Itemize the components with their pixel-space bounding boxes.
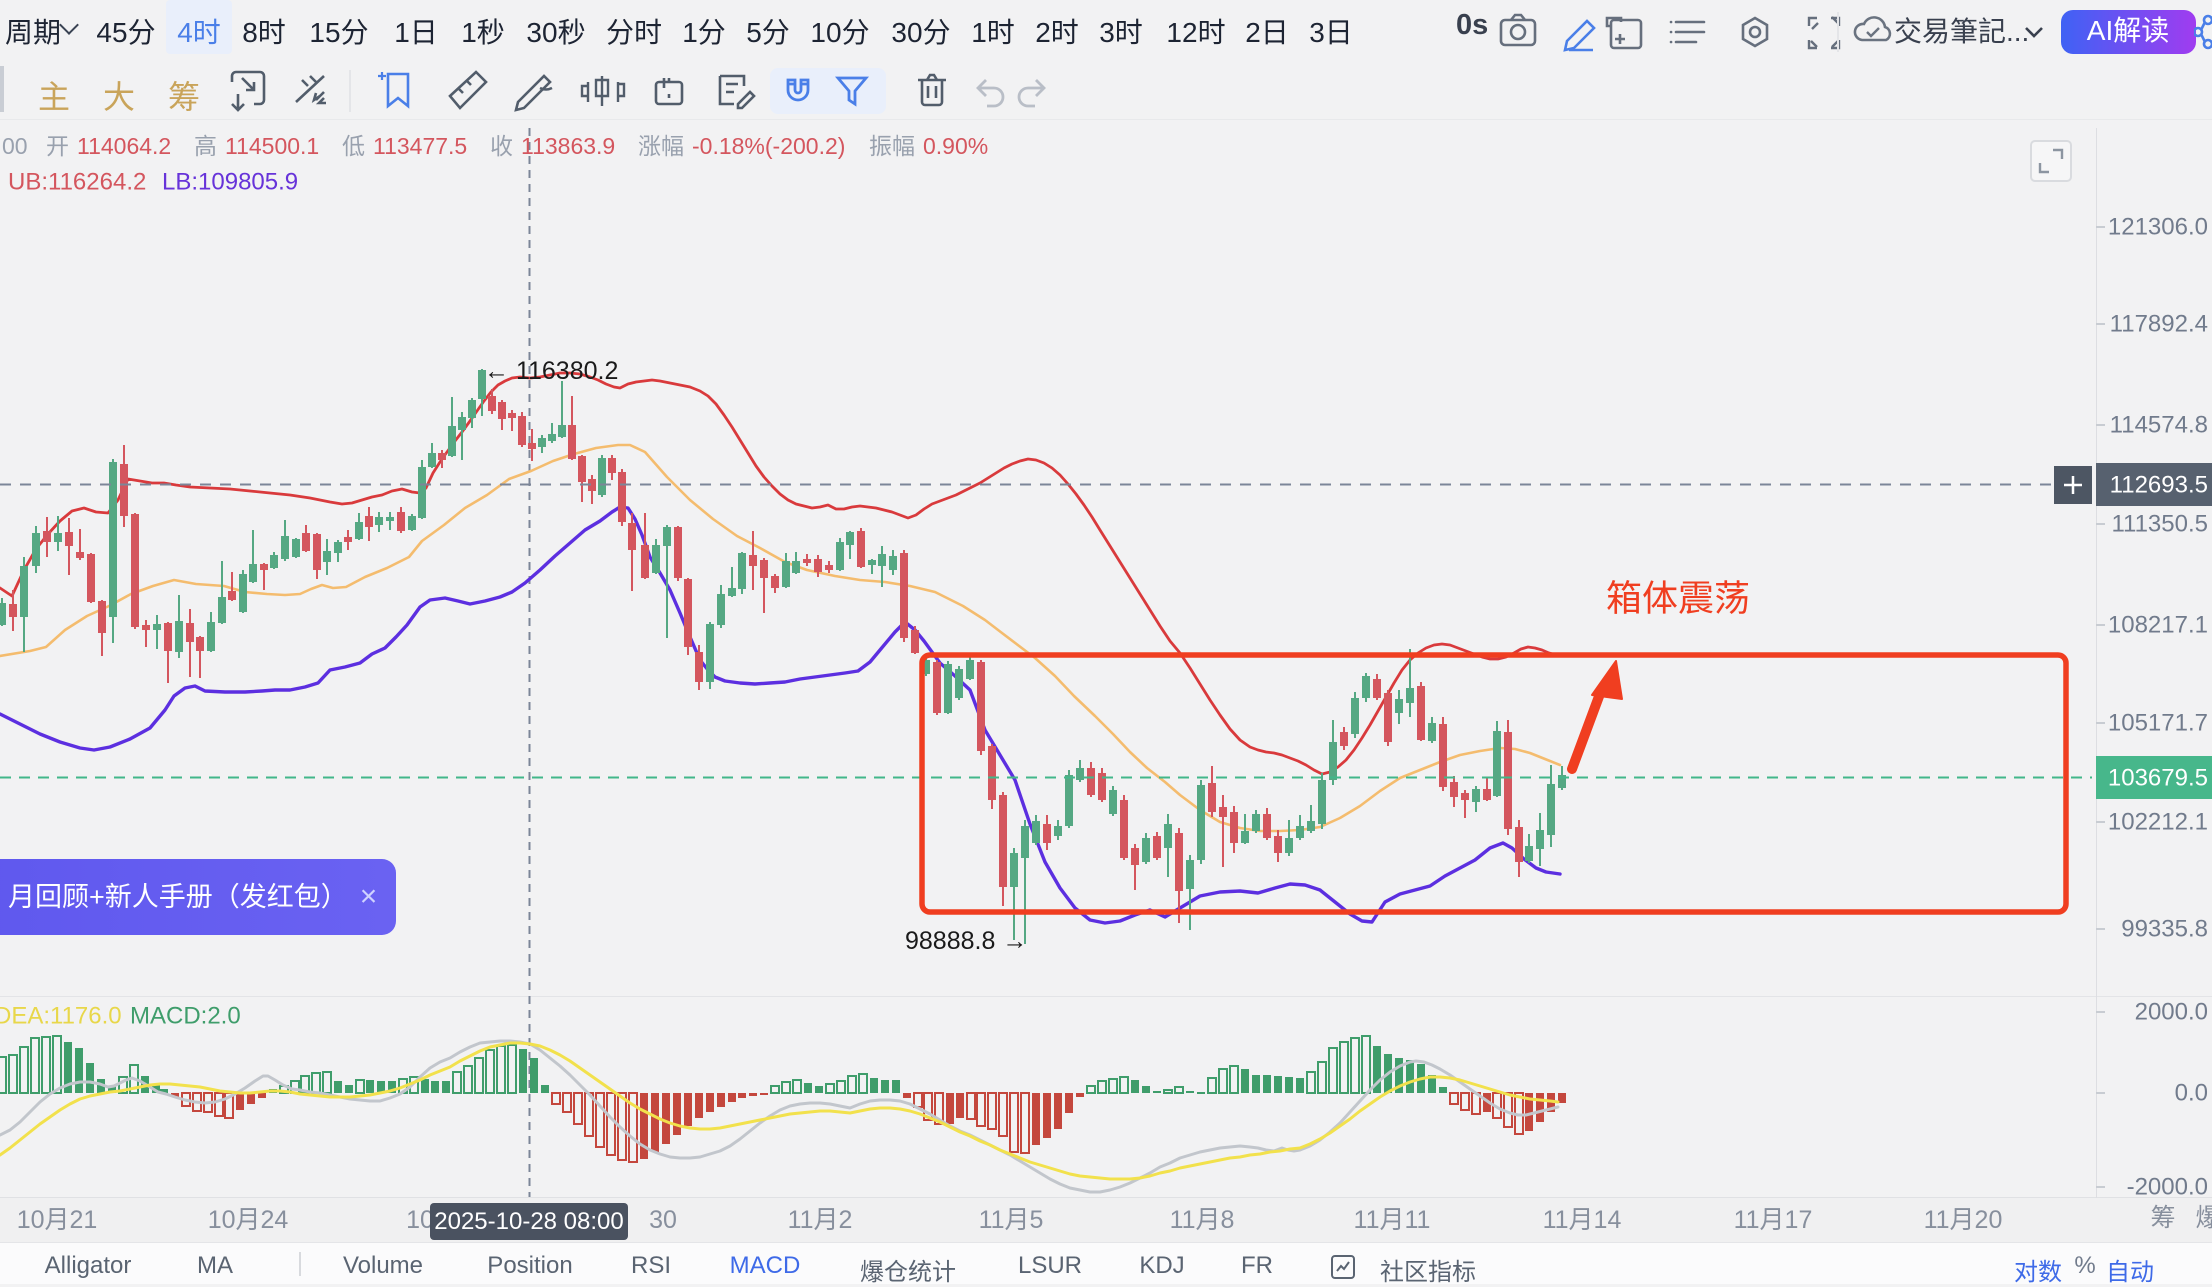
svg-text:117892.4: 117892.4: [2110, 311, 2208, 338]
svg-text:低: 低: [342, 133, 365, 159]
svg-text:112693.5: 112693.5: [2110, 472, 2208, 499]
svg-text:-0.18%(-200.2): -0.18%(-200.2): [692, 133, 845, 159]
svg-text:10: 10: [406, 1206, 434, 1234]
svg-text:11月8: 11月8: [1170, 1206, 1235, 1234]
svg-text:114064.2: 114064.2: [77, 133, 171, 159]
svg-text:11月14: 11月14: [1543, 1206, 1622, 1234]
svg-text:MACD:2.0: MACD:2.0: [130, 1003, 241, 1030]
svg-text:98888.8 →: 98888.8 →: [905, 927, 1027, 955]
svg-text:0.90%: 0.90%: [923, 133, 988, 159]
svg-text:箱体震荡: 箱体震荡: [1606, 578, 1750, 619]
svg-text:30: 30: [649, 1206, 677, 1234]
svg-text:爆: 爆: [2195, 1204, 2212, 1232]
svg-text:11月5: 11月5: [979, 1206, 1044, 1234]
svg-text:UB:116264.2: UB:116264.2: [8, 169, 146, 196]
svg-text:0.0: 0.0: [2175, 1080, 2208, 1107]
svg-text:交易筆記...: 交易筆記...: [1894, 16, 2029, 47]
svg-text:AI解读: AI解读: [2087, 15, 2169, 46]
svg-text:00: 00: [2, 133, 28, 159]
svg-text:← 116380.2: ← 116380.2: [484, 357, 618, 385]
svg-text:113863.9: 113863.9: [521, 133, 615, 159]
svg-text:11月2: 11月2: [788, 1206, 853, 1234]
svg-text:10月24: 10月24: [208, 1206, 289, 1234]
svg-text:111350.5: 111350.5: [2111, 511, 2208, 538]
svg-text:高: 高: [194, 133, 217, 159]
svg-text:LB:109805.9: LB:109805.9: [162, 169, 298, 196]
svg-text:11月20: 11月20: [1924, 1206, 2003, 1234]
svg-text:114500.1: 114500.1: [225, 133, 319, 159]
svg-text:11月11: 11月11: [1354, 1206, 1431, 1234]
svg-text:103679.5: 103679.5: [2108, 765, 2208, 792]
svg-text:113477.5: 113477.5: [373, 133, 467, 159]
svg-text:105171.7: 105171.7: [2108, 710, 2208, 737]
svg-text:振幅: 振幅: [869, 133, 915, 159]
svg-text:-2000.0: -2000.0: [2127, 1174, 2208, 1201]
svg-text:102212.1: 102212.1: [2108, 809, 2208, 836]
svg-text:108217.1: 108217.1: [2108, 612, 2208, 639]
svg-text:DEA:1176.0: DEA:1176.0: [0, 1003, 122, 1030]
svg-text:筹: 筹: [2150, 1204, 2175, 1232]
svg-text:99335.8: 99335.8: [2121, 916, 2208, 943]
svg-text:114574.8: 114574.8: [2110, 412, 2208, 439]
svg-text:10月21: 10月21: [17, 1206, 98, 1234]
svg-text:收: 收: [490, 133, 513, 159]
svg-text:2000.0: 2000.0: [2135, 999, 2208, 1026]
svg-text:涨幅: 涨幅: [638, 133, 684, 159]
svg-text:121306.0: 121306.0: [2108, 214, 2208, 241]
svg-text:11月17: 11月17: [1734, 1206, 1813, 1234]
svg-text:开: 开: [46, 133, 69, 159]
